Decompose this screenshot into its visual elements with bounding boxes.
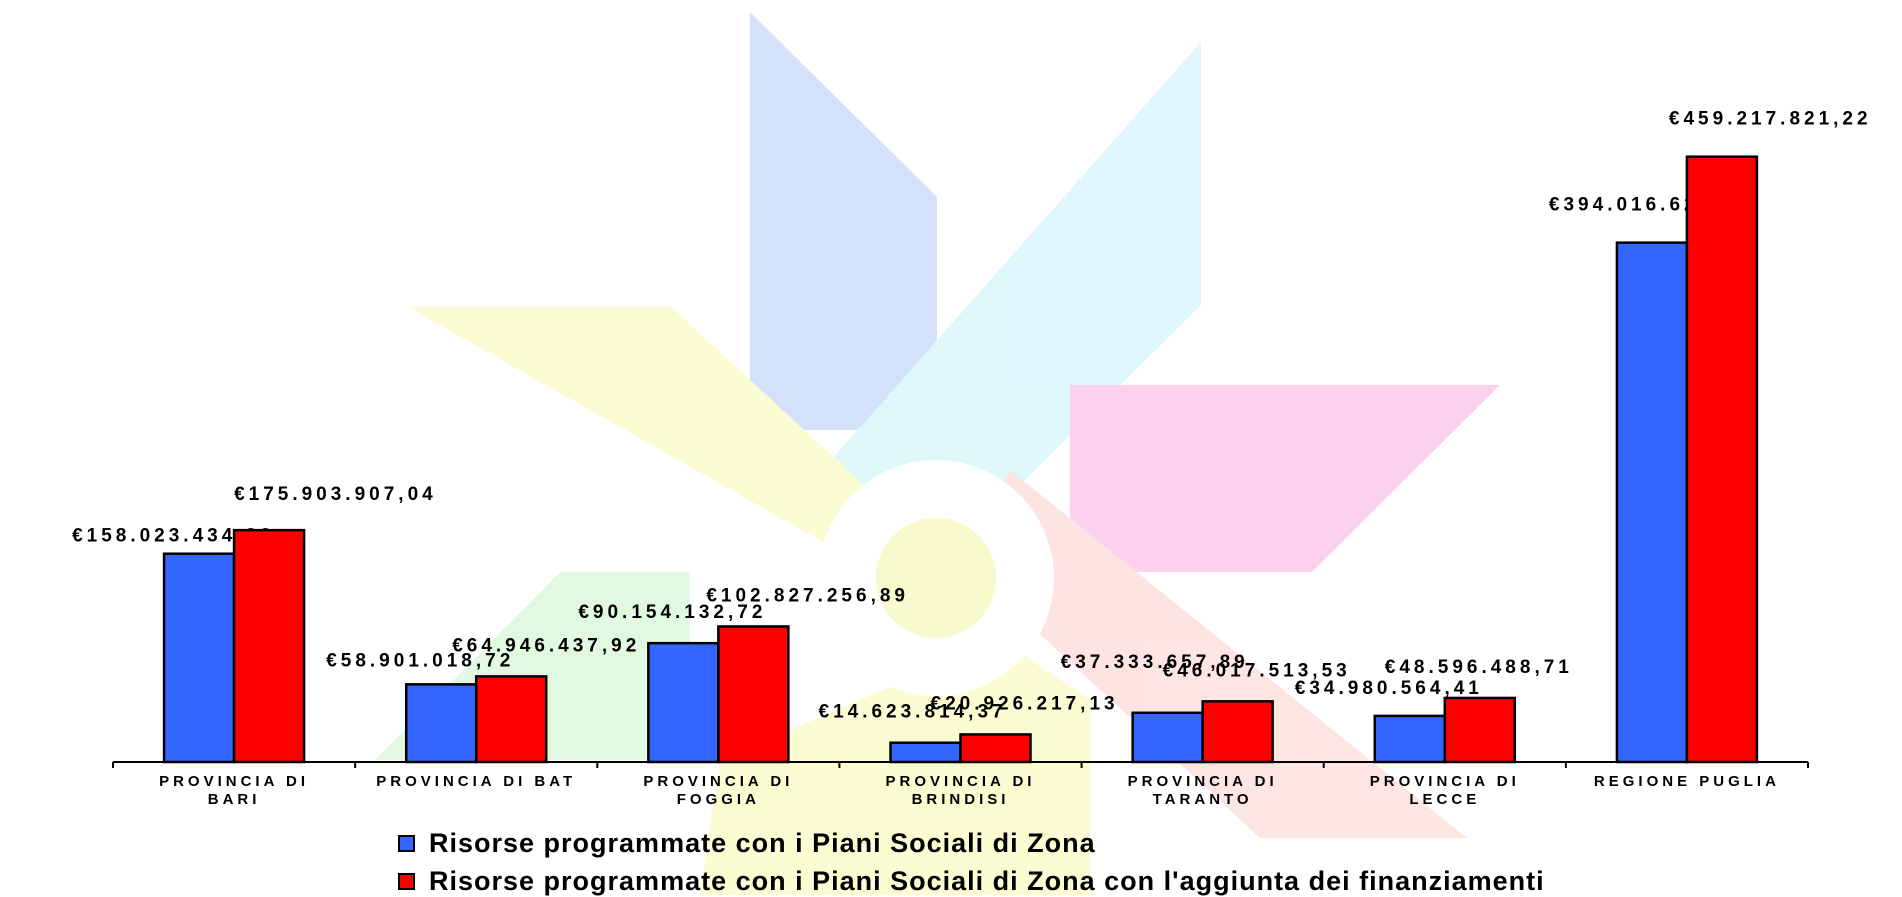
logo-petal-pink bbox=[1070, 385, 1500, 572]
data-label-series-2-cat-3: €102.827.256,89 bbox=[706, 585, 909, 606]
x-tick-label-6: PROVINCIA DI bbox=[1370, 773, 1520, 790]
bar-series-2-cat-3 bbox=[717, 625, 790, 764]
legend-swatch-red bbox=[398, 873, 415, 890]
bar-series-2-cat-5 bbox=[1201, 700, 1274, 764]
data-label-series-1-cat-4: €14.623.814,37 bbox=[819, 702, 1007, 723]
x-tick-label-5: PROVINCIA DI bbox=[1128, 773, 1278, 790]
bar-series-1-cat-3 bbox=[647, 641, 720, 764]
data-label-series-1-cat-3: €90.154.132,72 bbox=[578, 602, 766, 623]
plot-area: €158.023.434,92 €175.903.907,04 PROVINCIA … bbox=[72, 109, 1872, 808]
bar-series-1-cat-1 bbox=[162, 552, 236, 764]
data-label-series-2-cat-4: €20.926.217,13 bbox=[931, 693, 1119, 714]
bar-series-1-cat-5 bbox=[1131, 711, 1204, 764]
bar-series-1-cat-6 bbox=[1373, 714, 1447, 764]
bar-series-1-cat-4 bbox=[889, 741, 962, 764]
logo-petal-salmon bbox=[960, 470, 1467, 838]
bar-series-2-cat-1 bbox=[232, 528, 306, 764]
logo-petal-yellow-bottom bbox=[700, 640, 1090, 895]
regional-logo-watermark bbox=[375, 12, 1500, 895]
data-label-series-2-cat-5: €46.017.513,53 bbox=[1163, 660, 1351, 681]
x-tick-label-3-line-2: FOGGIA bbox=[677, 791, 760, 808]
legend-swatch-blue bbox=[398, 835, 415, 852]
data-label-series-1-cat-5: €37.333.657,89 bbox=[1061, 652, 1249, 673]
data-label-series-1-cat-6: €34.980.564,41 bbox=[1295, 678, 1483, 699]
logo-petal-blue bbox=[750, 12, 937, 430]
x-tick-label-2: PROVINCIA DI BAT bbox=[376, 773, 576, 790]
x-tick-label-4-line-2: BRINDISI bbox=[912, 791, 1010, 808]
bar-series-2-cat-2 bbox=[474, 675, 548, 764]
data-label-series-2-cat-7: €459.217.821,22 bbox=[1669, 109, 1872, 130]
bar-series-1-cat-2 bbox=[404, 683, 478, 764]
logo-petal-cyan bbox=[800, 42, 1201, 495]
x-tick-label-4: PROVINCIA DI bbox=[886, 773, 1036, 790]
logo-petal-yellow-left bbox=[408, 307, 880, 560]
bar-series-2-cat-6 bbox=[1443, 696, 1517, 764]
legend-item-series-2: Risorse programmate con i Piani Sociali … bbox=[398, 866, 1545, 897]
x-tick-label-1: PROVINCIA DI bbox=[159, 773, 309, 790]
x-tick-label-1-line-2: BARI bbox=[208, 791, 261, 808]
data-label-series-2-cat-6: €48.596.488,71 bbox=[1385, 657, 1573, 678]
legend-label-series-1: Risorse programmate con i Piani Sociali … bbox=[429, 828, 1096, 858]
bar-series-1-cat-7 bbox=[1615, 241, 1689, 764]
legend-label-series-2: Risorse programmate con i Piani Sociali … bbox=[429, 866, 1545, 896]
bar-series-2-cat-4 bbox=[959, 733, 1032, 764]
x-tick-label-7: REGIONE PUGLIA bbox=[1594, 773, 1780, 790]
bar-series-2-cat-7 bbox=[1685, 155, 1759, 764]
data-label-series-1-cat-1: €158.023.434,92 bbox=[72, 526, 275, 547]
data-label-series-2-cat-1: €175.903.907,04 bbox=[234, 484, 437, 505]
data-label-series-1-cat-2: €58.901.018,72 bbox=[326, 650, 514, 671]
x-tick-label-6-line-2: LECCE bbox=[1409, 791, 1480, 808]
x-tick-label-5-line-2: TARANTO bbox=[1153, 791, 1253, 808]
data-label-series-2-cat-2: €64.946.437,92 bbox=[452, 635, 640, 656]
legend-item-series-1: Risorse programmate con i Piani Sociali … bbox=[398, 828, 1096, 859]
x-tick-label-3: PROVINCIA DI bbox=[643, 773, 793, 790]
logo-center-dot bbox=[876, 518, 996, 638]
